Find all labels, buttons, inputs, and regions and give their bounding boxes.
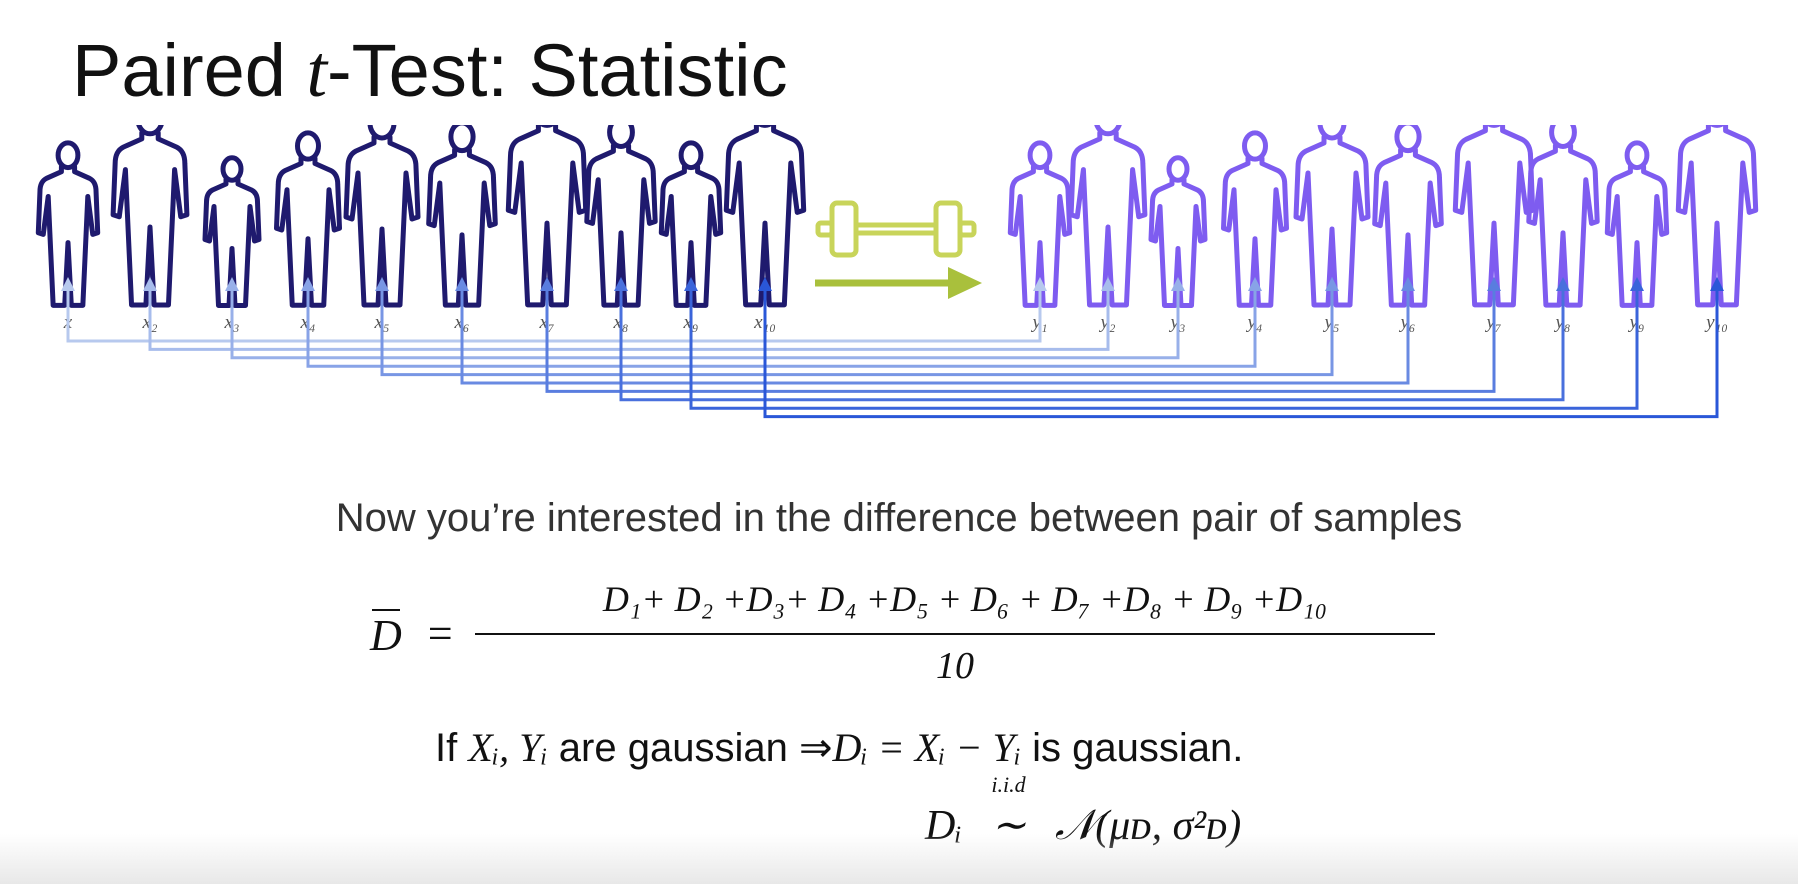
pair-connector-2	[148, 287, 1110, 351]
pair-connector-6	[460, 287, 1410, 385]
equals-sign: =	[425, 609, 455, 658]
person-after-1	[1007, 140, 1073, 308]
formula-denominator: 10	[936, 645, 974, 687]
pair-connector-9	[689, 287, 1639, 410]
gaussian-statement: If Xᵢ, Yᵢ are gaussian ⇒Dᵢ = Xᵢ − Yᵢ is …	[435, 725, 1244, 770]
person-before-4	[274, 130, 342, 308]
person-after-6	[1372, 125, 1444, 308]
formula-numerator: D₁+ D₂ +D₃+ D₄ +D₅ + D₆ + D₇ +D₈ + D₉ +D…	[602, 579, 1328, 619]
bottom-shade	[0, 834, 1798, 884]
pair-connector-10	[763, 287, 1719, 419]
person-before-2	[110, 125, 190, 308]
title-suffix: -Test: Statistic	[327, 29, 788, 112]
connector-arrowhead-10-y	[1710, 277, 1724, 291]
title-prefix: Paired	[72, 29, 307, 112]
connector-arrowhead-1-x	[61, 277, 75, 291]
person-before-1	[35, 140, 101, 308]
fraction-line	[475, 633, 1435, 635]
connector-arrowhead-5-y	[1325, 277, 1339, 291]
connector-arrowhead-4-y	[1248, 277, 1262, 291]
d-bar-symbol: D	[370, 609, 402, 660]
pairing-connectors	[61, 277, 1724, 419]
connector-arrowhead-3-x	[225, 277, 239, 291]
person-before-5	[343, 125, 421, 308]
connector-arrowhead-8-y	[1556, 277, 1570, 291]
person-after-9	[1604, 140, 1670, 308]
person-after-8	[1526, 125, 1600, 308]
pair-connector-4	[306, 287, 1257, 368]
person-after-5	[1293, 125, 1371, 308]
after-group: y₁ y₂ y₃ y₄ y₅ y₆ y₇ y₈ y₉ y₁₀	[1007, 125, 1759, 333]
person-before-3	[202, 155, 262, 309]
mean-difference-formula: D = D₁+ D₂ +D₃+ D₄ +D₅ + D₆ + D₇ +D₈ + D…	[370, 578, 1435, 693]
connector-arrowhead-2-x	[143, 277, 157, 291]
right-arrow-icon	[815, 267, 982, 299]
connector-arrowhead-6-x	[455, 277, 469, 291]
connector-arrowhead-8-x	[614, 277, 628, 291]
difference-equation: Dᵢ = Xᵢ − Yᵢ	[832, 725, 1022, 770]
slide-title: Paired t-Test: Statistic	[72, 28, 788, 115]
pair-connector-7	[545, 287, 1496, 393]
pair-connector-1	[66, 287, 1042, 343]
connector-arrowhead-9-y	[1630, 277, 1644, 291]
xi-yi-vars: Xᵢ, Yᵢ	[468, 725, 548, 770]
before-group: x x₂ x₃ x₄ x₅ x₆ x₇ x₈ x₉ x₁₀	[35, 125, 807, 333]
pair-connector-3	[230, 287, 1180, 360]
connector-arrowhead-3-y	[1171, 277, 1185, 291]
iid-label: i.i.d	[991, 772, 1026, 797]
person-before-8	[584, 125, 658, 308]
connector-arrowhead-5-x	[375, 277, 389, 291]
person-after-4	[1221, 130, 1289, 308]
person-before-6	[426, 125, 498, 308]
connector-arrowhead-6-y	[1401, 277, 1415, 291]
pair-connector-8	[619, 287, 1565, 402]
connector-arrowhead-7-y	[1487, 277, 1501, 291]
person-after-2	[1068, 125, 1148, 308]
person-before-10	[723, 125, 807, 308]
pair-connector-5	[380, 287, 1334, 377]
connector-arrowhead-7-x	[540, 277, 554, 291]
connector-arrowhead-10-x	[758, 277, 772, 291]
connector-arrowhead-2-y	[1101, 277, 1115, 291]
person-before-7	[505, 125, 589, 308]
dumbbell-icon	[815, 200, 977, 258]
title-t-variable: t	[306, 31, 328, 113]
person-after-7	[1452, 125, 1536, 308]
person-after-3	[1148, 155, 1208, 309]
paired-samples-illustration: x x₂ x₃ x₄ x₅ x₆ x₇ x₈ x₉ x₁₀ y₁ y₂ y₃ y₄ y₅ y₆ y₇ y₈ y₉ y₁…	[35, 125, 1759, 419]
connector-arrowhead-1-y	[1033, 277, 1047, 291]
person-before-9	[658, 140, 724, 308]
subtitle-text: Now you’re interested in the difference …	[335, 496, 1463, 540]
connector-arrowhead-4-x	[301, 277, 315, 291]
connector-arrowhead-9-x	[684, 277, 698, 291]
person-after-10	[1675, 125, 1759, 308]
